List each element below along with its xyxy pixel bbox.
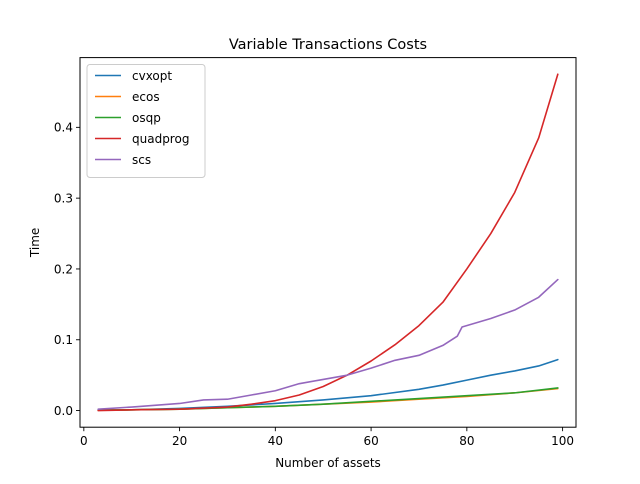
legend-box [86,64,206,178]
x-tick-label: 100 [551,434,574,448]
legend-label-cvxopt: cvxopt [132,69,172,83]
y-axis-label: Time [28,228,42,258]
x-tick-label: 20 [172,434,187,448]
series-line-quadprog [97,73,559,412]
legend-label-ecos: ecos [132,90,160,104]
y-tick-label: 0.4 [54,121,73,135]
y-axis: 0.0 0.1 0.2 0.3 0.4 [54,121,80,418]
x-tick-label: 80 [459,434,474,448]
x-axis-label: Number of assets [275,456,381,470]
plot-frame [79,57,577,428]
chart-title: Variable Transactions Costs [229,37,427,53]
plot-lines [97,73,559,412]
x-axis: 0 20 40 60 80 100 [80,427,574,448]
legend: cvxopt ecos osqp quadprog scs [86,64,206,178]
x-tick-label: 0 [80,434,88,448]
y-tick-label: 0.0 [54,404,73,418]
y-tick-label: 0.1 [54,333,73,347]
x-tick-label: 40 [268,434,283,448]
y-tick-label: 0.3 [54,191,73,205]
x-tick-label: 60 [363,434,378,448]
series-line-scs [97,278,559,410]
legend-label-quadprog: quadprog [132,132,189,146]
y-tick-label: 0.2 [54,262,73,276]
legend-label-osqp: osqp [132,111,161,125]
legend-label-scs: scs [132,153,151,167]
